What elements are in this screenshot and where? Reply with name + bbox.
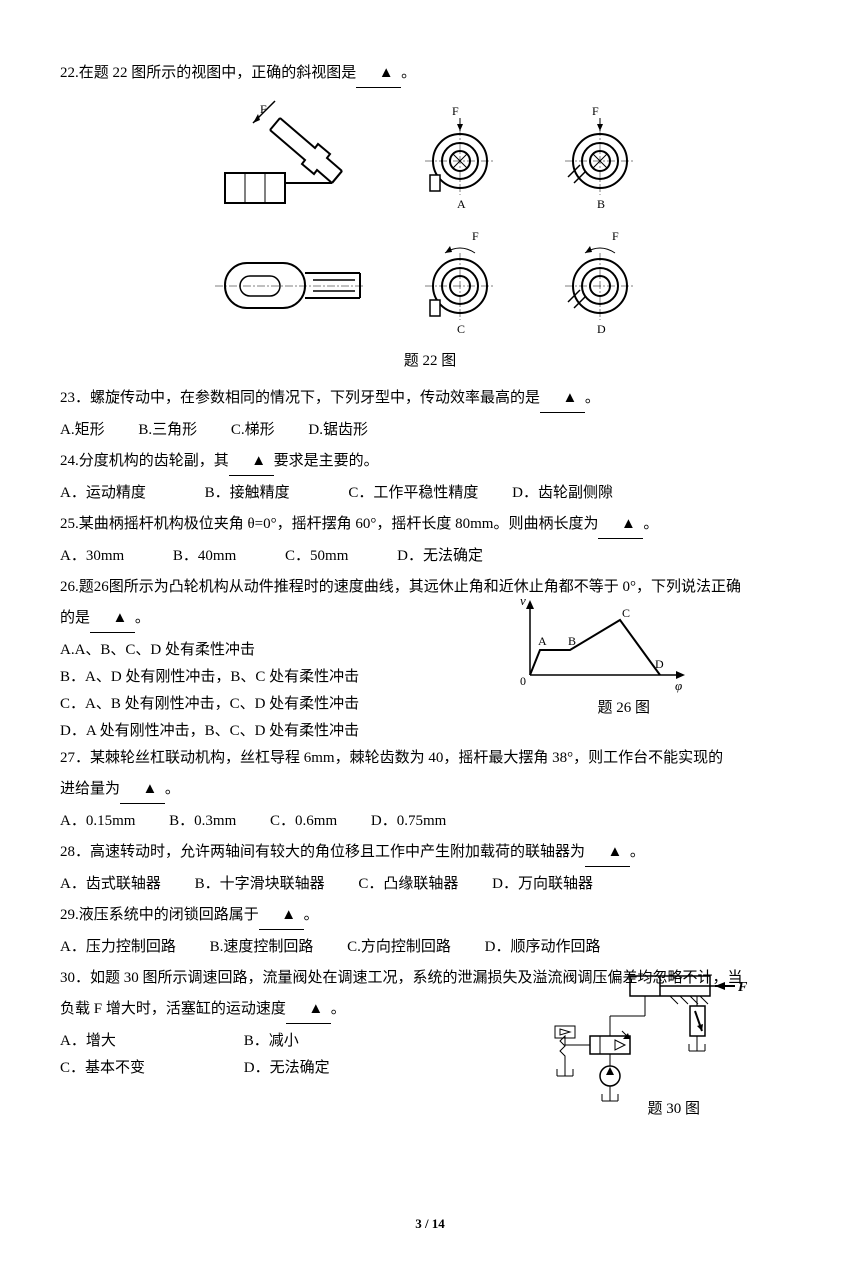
q24-opt-b: B．接触精度 [205,480,290,507]
q25-opt-d: D．无法确定 [397,543,483,570]
q22-figures-row1: F F A F [60,98,800,218]
svg-text:C: C [622,606,630,620]
q22-figures-row2: F C F D [60,228,800,338]
question-24: 24.分度机构的齿轮副，其 ▲ 要求是主要的。 [60,448,800,476]
q27-opt-b: B．0.3mm [169,808,236,835]
question-25: 25.某曲柄摇杆机构极位夹角 θ=0°，摇杆摆角 60°，摇杆长度 80mm。则… [60,511,800,539]
q29-opt-a: A．压力控制回路 [60,934,176,961]
blank: ▲ [598,511,643,539]
q27-opt-d: D．0.75mm [371,808,446,835]
q26-text2: 的是 [60,610,90,626]
q29-opt-c: C.方向控制回路 [347,934,451,961]
q30-hydraulic-icon: F [530,966,750,1116]
q28-text: 28．高速转动时，允许两轴间有较大的角位移且工作中产生附加载荷的联轴器为 [60,844,585,860]
svg-text:B: B [568,634,576,648]
q28-opt-b: B．十字滑块联轴器 [195,871,325,898]
q23-opt-c: C.梯形 [231,417,275,444]
q25-opt-b: B．40mm [173,543,236,570]
q30-opt-d: D．无法确定 [244,1055,330,1082]
q27-opt-c: C．0.6mm [270,808,337,835]
q25-opt-c: C．50mm [285,543,348,570]
q22-end: 。 [401,65,416,81]
question-27: 27．某棘轮丝杠联动机构，丝杠导程 6mm，棘轮齿数为 40，摇杆最大摆角 38… [60,745,800,772]
q24-text: 24.分度机构的齿轮副，其 [60,453,229,469]
q22-caption: 题 22 图 [60,348,800,375]
svg-text:0: 0 [520,674,526,688]
blank: ▲ [585,839,630,867]
question-29: 29.液压系统中的闭锁回路属于 ▲ 。 [60,902,800,930]
q30-opt-a: A．增大 [60,1028,210,1055]
q22-side-view-icon [210,238,370,328]
q25-options: A．30mm B．40mm C．50mm D．无法确定 [60,543,800,570]
q26-chart-icon: v φ 0 A B C D [510,595,690,695]
q30-wrap: 负载 F 增大时，活塞缸的运动速度 ▲ 。 A．增大 B．减小 C．基本不变 D… [60,996,800,1082]
svg-text:F: F [592,104,599,118]
q24-options: A．运动精度 B．接触精度 C．工作平稳性精度 D．齿轮副侧隙 [60,480,800,507]
svg-text:F: F [452,104,459,118]
q28-options: A．齿式联轴器 B．十字滑块联轴器 C．凸缘联轴器 D．万向联轴器 [60,871,800,898]
question-22: 22.在题 22 图所示的视图中，正确的斜视图是 ▲ 。 [60,60,800,88]
svg-text:F: F [737,980,748,995]
q29-opt-d: D．顺序动作回路 [485,934,601,961]
q24-opt-d: D．齿轮副侧隙 [512,480,613,507]
q22-option-c-icon: F C [410,228,510,338]
blank: ▲ [120,776,165,804]
svg-text:C: C [457,322,465,336]
q26-opt-c: C．A、B 处有刚性冲击，C、D 处有柔性冲击 [60,691,800,718]
q28-opt-d: D．万向联轴器 [492,871,593,898]
q26-text: 26.题26图所示为凸轮机构从动件推程时的速度曲线，其远休止角和近休止角都不等于… [60,579,741,595]
q23-opt-a: A.矩形 [60,417,105,444]
svg-text:D: D [655,657,664,671]
q30-opt-b: B．减小 [244,1028,299,1055]
q23-options: A.矩形 B.三角形 C.梯形 D.锯齿形 [60,417,800,444]
q27-options: A．0.15mm B．0.3mm C．0.6mm D．0.75mm [60,808,800,835]
svg-text:D: D [597,322,606,336]
q30-opt-c: C．基本不变 [60,1055,210,1082]
q22-text: 22.在题 22 图所示的视图中，正确的斜视图是 [60,65,356,81]
blank: ▲ [286,996,331,1024]
q26-opt-d: D．A 处有刚性冲击，B、C、D 处有柔性冲击 [60,718,800,745]
q25-text: 25.某曲柄摇杆机构极位夹角 θ=0°，摇杆摆角 60°，摇杆长度 80mm。则… [60,516,598,532]
question-23: 23．螺旋传动中，在参数相同的情况下，下列牙型中，传动效率最高的是 ▲ 。 [60,385,800,413]
blank: ▲ [356,60,401,88]
svg-text:φ: φ [675,678,682,693]
q24-opt-c: C．工作平稳性精度 [348,480,478,507]
q23-text: 23．螺旋传动中，在参数相同的情况下，下列牙型中，传动效率最高的是 [60,390,540,406]
q28-opt-a: A．齿式联轴器 [60,871,161,898]
svg-text:F: F [472,229,479,243]
svg-text:A: A [457,197,466,211]
q29-text: 29.液压系统中的闭锁回路属于 [60,907,259,923]
q27-opt-a: A．0.15mm [60,808,135,835]
q27-text2: 进给量为 [60,781,120,797]
q22-option-b-icon: F B [550,103,650,213]
svg-text:A: A [538,634,547,648]
q22-option-d-icon: F D [550,228,650,338]
svg-text:B: B [597,197,605,211]
question-28: 28．高速转动时，允许两轴间有较大的角位移且工作中产生附加载荷的联轴器为 ▲ 。 [60,839,800,867]
q30-caption: 题 30 图 [647,1096,700,1123]
q29-opt-b: B.速度控制回路 [210,934,314,961]
q30-text2: 负载 F 增大时，活塞缸的运动速度 [60,1001,286,1017]
blank: ▲ [229,448,274,476]
q24-opt-a: A．运动精度 [60,480,146,507]
q25-opt-a: A．30mm [60,543,124,570]
q26-wrap: 的是 ▲ 。 A.A、B、C、D 处有柔性冲击 B．A、D 处有刚性冲击，B、C… [60,605,800,745]
q22-main-view-icon: F [210,98,370,218]
svg-text:v: v [520,595,526,608]
svg-text:F: F [612,229,619,243]
q23-opt-d: D.锯齿形 [308,417,368,444]
q26-caption: 题 26 图 [597,695,650,722]
blank: ▲ [259,902,304,930]
blank: ▲ [540,385,585,413]
blank: ▲ [90,605,135,633]
q23-opt-b: B.三角形 [138,417,197,444]
q22-option-a-icon: F A [410,103,510,213]
q27-text: 27．某棘轮丝杠联动机构，丝杠导程 6mm，棘轮齿数为 40，摇杆最大摆角 38… [60,750,723,766]
q29-options: A．压力控制回路 B.速度控制回路 C.方向控制回路 D．顺序动作回路 [60,934,800,961]
q28-opt-c: C．凸缘联轴器 [358,871,458,898]
